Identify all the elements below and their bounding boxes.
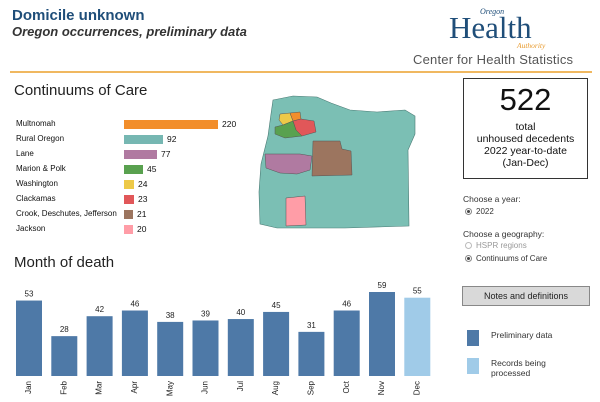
coc-title: Continuums of Care [14, 82, 148, 99]
month-bar[interactable] [298, 331, 325, 376]
geo-option-label: HSPR regions [476, 241, 527, 250]
oregon-health-authority-logo: Oregon Health Authority [449, 7, 546, 50]
coc-bar[interactable] [124, 165, 143, 174]
coc-value-label: 20 [137, 224, 147, 234]
total-label-line-1: total [515, 121, 536, 133]
month-bar[interactable] [121, 310, 148, 376]
month-bar[interactable] [86, 316, 113, 376]
oregon-coc-map[interactable] [255, 94, 420, 234]
coc-bar[interactable] [124, 120, 218, 129]
month-tick-label: Aug [271, 381, 280, 395]
month-tick-label: May [165, 381, 174, 396]
coc-value-label: 92 [167, 134, 177, 144]
month-bar[interactable] [333, 310, 360, 376]
month-value-label: 46 [342, 300, 351, 309]
month-bar[interactable] [51, 336, 78, 376]
month-tick-label: Jun [201, 381, 210, 394]
year-filter-label: Choose a year: [463, 194, 521, 204]
svg-text:Authority: Authority [516, 41, 546, 50]
month-bar[interactable] [263, 311, 290, 376]
coc-value-label: 220 [222, 119, 237, 129]
coc-value-label: 77 [161, 149, 171, 159]
month-value-label: 46 [130, 300, 139, 309]
month-tick-label: Apr [130, 381, 139, 394]
legend-swatch-preliminary [467, 330, 479, 346]
page-title: Domicile unknown [12, 7, 145, 24]
coc-label: Multnomah [16, 119, 56, 128]
month-tick-label: Nov [377, 381, 386, 395]
coc-bar[interactable] [124, 225, 133, 234]
month-tick-label: Mar [95, 381, 104, 395]
geo-option-hspr-regions[interactable]: HSPR regions [465, 241, 527, 250]
total-label-line-2: unhoused decedents [476, 133, 575, 145]
coc-label: Washington [16, 179, 58, 188]
page-subtitle: Oregon occurrences, preliminary data [12, 24, 247, 39]
coc-value-label: 23 [138, 194, 148, 204]
legend-label-preliminary: Preliminary data [491, 330, 553, 340]
month-tick-label: Feb [59, 380, 68, 394]
total-label-line-3: 2022 year-to-date [484, 145, 567, 157]
coc-label: Jackson [16, 224, 46, 233]
map-region-jackson [285, 195, 307, 227]
month-value-label: 28 [60, 325, 69, 334]
coc-label: Rural Oregon [16, 134, 65, 143]
total-decedents-card: 522 total unhoused decedents 2022 year-t… [463, 78, 588, 179]
month-value-label: 55 [413, 287, 422, 296]
year-option-label: 2022 [476, 207, 494, 216]
total-count: 522 [499, 82, 552, 117]
coc-bar[interactable] [124, 195, 134, 204]
month-value-label: 45 [272, 301, 281, 310]
month-value-label: 53 [25, 290, 34, 299]
month-tick-label: Oct [342, 380, 351, 393]
geo-option-continuums-of-care[interactable]: Continuums of Care [465, 254, 547, 263]
coc-value-label: 21 [137, 209, 147, 219]
geo-option-label: Continuums of Care [476, 254, 548, 263]
geography-filter-label: Choose a geography: [463, 229, 545, 239]
coc-label: Marion & Polk [16, 164, 66, 173]
month-value-label: 42 [95, 305, 104, 314]
month-chart-title: Month of death [14, 254, 115, 271]
coc-label: Clackamas [16, 194, 56, 203]
svg-text:Health: Health [449, 10, 532, 45]
coc-bar[interactable] [124, 150, 157, 159]
map-region-lane [264, 153, 313, 175]
month-tick-label: Sep [307, 380, 316, 395]
total-label-line-4: (Jan-Dec) [502, 157, 549, 169]
month-bar-chart: 53 Jan 28 Feb 42 Mar 46 Apr 38 May 39 Jun 40 Jul 45 Aug… [16, 281, 431, 396]
coc-value-label: 24 [138, 179, 148, 189]
month-value-label: 40 [236, 308, 245, 317]
header-divider [10, 71, 592, 73]
month-tick-label: Jul [236, 381, 245, 391]
month-bar[interactable] [157, 321, 184, 376]
month-bar[interactable] [404, 297, 431, 376]
legend-swatch-processing [467, 358, 479, 374]
coc-value-label: 45 [147, 164, 157, 174]
coc-label: Lane [16, 149, 34, 158]
legend-label-processing: Records being processed [491, 358, 546, 378]
month-value-label: 31 [307, 321, 316, 330]
radio-selected-icon [465, 208, 472, 215]
coc-bar[interactable] [124, 210, 133, 219]
svg-text:Oregon: Oregon [480, 7, 504, 16]
month-bar[interactable] [227, 319, 254, 376]
map-region-marion-polk [274, 120, 303, 139]
month-value-label: 39 [201, 309, 210, 318]
month-tick-label: Dec [412, 381, 421, 395]
coc-label: Crook, Deschutes, Jefferson [16, 209, 117, 218]
month-tick-label: Jan [24, 381, 33, 394]
coc-bar[interactable] [124, 135, 163, 144]
map-region-crook-deschutes-jefferson [311, 140, 353, 177]
notes-and-definitions-button[interactable]: Notes and definitions [462, 286, 590, 306]
month-value-label: 38 [166, 311, 175, 320]
month-value-label: 59 [378, 281, 387, 290]
month-bar[interactable] [369, 292, 395, 376]
center-name: Center for Health Statistics [413, 52, 574, 67]
coc-bar[interactable] [124, 180, 134, 189]
radio-empty-icon [465, 242, 472, 249]
year-option-2022[interactable]: 2022 [465, 207, 494, 216]
radio-selected-icon [465, 255, 472, 262]
month-bar[interactable] [16, 300, 42, 376]
month-bar[interactable] [192, 320, 219, 376]
